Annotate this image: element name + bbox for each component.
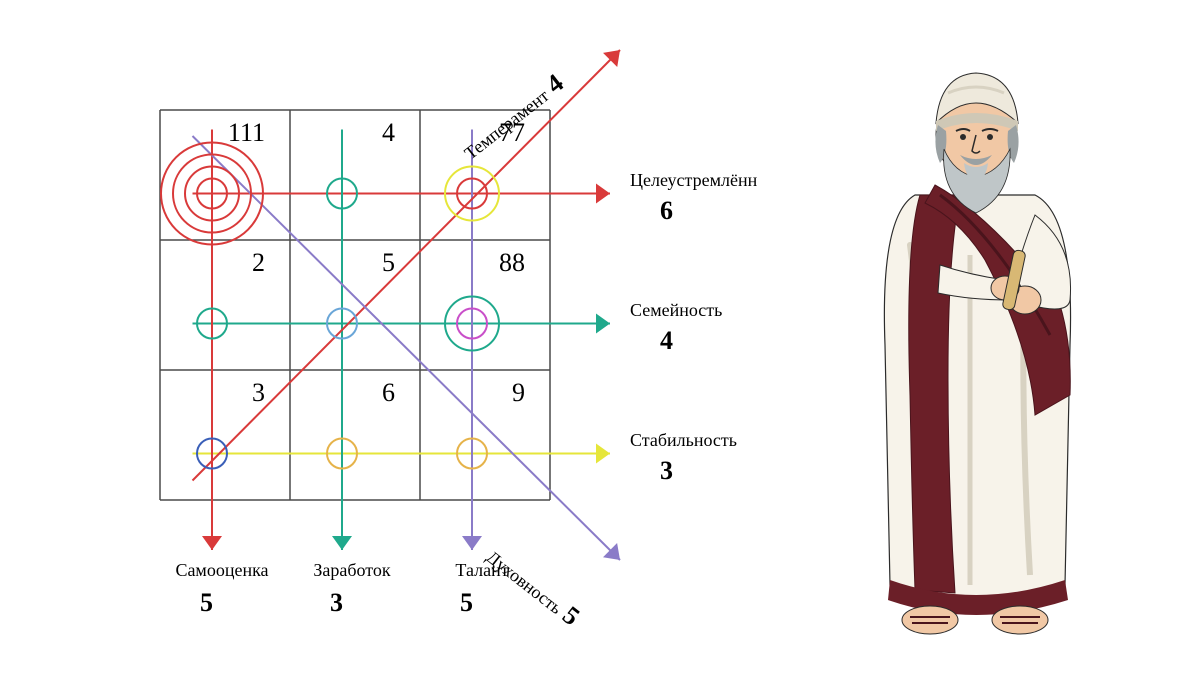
row-label: Целеустремлённ — [630, 170, 757, 191]
col-sum: 5 — [200, 588, 213, 618]
cell-value: 88 — [465, 248, 525, 278]
col-sum: 3 — [330, 588, 343, 618]
col-label: Заработок — [292, 560, 412, 581]
cell-value: 2 — [205, 248, 265, 278]
row-sum: 6 — [660, 196, 673, 226]
row-label: Семейность — [630, 300, 722, 321]
row-sum: 3 — [660, 456, 673, 486]
pythagoras-figure — [820, 45, 1130, 645]
col-label: Самооценка — [162, 560, 282, 581]
row-label: Стабильность — [630, 430, 737, 451]
row-sum: 4 — [660, 326, 673, 356]
cell-value: 9 — [465, 378, 525, 408]
cell-value: 6 — [335, 378, 395, 408]
cell-value: 111 — [205, 118, 265, 148]
col-sum: 5 — [460, 588, 473, 618]
cell-value: 3 — [205, 378, 265, 408]
cell-value: 5 — [335, 248, 395, 278]
cell-value: 4 — [335, 118, 395, 148]
